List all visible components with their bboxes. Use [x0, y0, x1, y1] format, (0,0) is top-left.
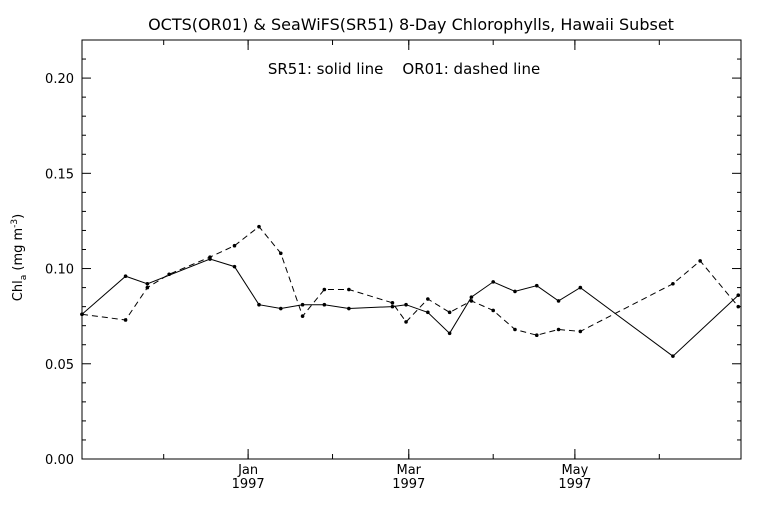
- x-tick-year-label: 1997: [232, 477, 265, 492]
- data-point-or01: [347, 287, 351, 292]
- data-point-sr51: [322, 302, 327, 307]
- x-tick-month-label: Jan: [237, 463, 258, 478]
- y-tick-label: 0.05: [45, 358, 74, 373]
- data-point-or01: [404, 320, 408, 324]
- data-point-or01: [232, 243, 237, 248]
- data-point-sr51: [232, 264, 237, 269]
- data-point-sr51: [556, 299, 561, 303]
- data-point-sr51: [426, 310, 430, 315]
- data-point-sr51: [513, 289, 517, 294]
- y-tick-label: 0.15: [45, 167, 74, 182]
- data-point-sr51: [257, 302, 261, 307]
- data-point-sr51: [534, 283, 539, 288]
- data-point-or01: [534, 333, 539, 338]
- data-point-or01: [322, 287, 327, 292]
- data-point-sr51: [300, 302, 305, 307]
- y-axis-ticks: 0.00 0.05 0.10 0.15 0.20: [45, 58, 741, 468]
- data-point-or01: [671, 281, 675, 286]
- data-point-sr51: [278, 306, 283, 311]
- data-point-or01: [469, 299, 474, 303]
- data-point-or01: [167, 272, 171, 277]
- data-point-sr51: [347, 306, 351, 311]
- chart-title: OCTS(OR01) & SeaWiFS(SR51) 8-Day Chlorop…: [148, 15, 674, 34]
- series-line-or01: [82, 225, 739, 336]
- data-point-sr51: [123, 274, 128, 278]
- data-point-or01: [578, 329, 583, 334]
- data-point-or01: [513, 327, 517, 332]
- y-axis-label: Chla (mg m-3): [10, 214, 29, 301]
- plot-frame: [81, 39, 742, 460]
- data-point-sr51: [671, 354, 675, 358]
- data-point-or01: [736, 304, 741, 309]
- series-style-note: SR51: solid line OR01: dashed line: [268, 60, 540, 78]
- y-tick-label: 0.00: [45, 453, 74, 468]
- data-point-or01: [80, 312, 84, 317]
- series-line-sr51: [82, 258, 739, 357]
- data-point-or01: [698, 259, 702, 263]
- y-tick-label: 0.10: [45, 263, 74, 278]
- data-point-or01: [390, 301, 395, 305]
- data-point-or01: [145, 285, 150, 290]
- data-point-or01: [426, 297, 430, 301]
- plot-border: [81, 39, 742, 460]
- data-point-sr51: [469, 295, 474, 299]
- data-point-or01: [257, 224, 261, 229]
- data-point-sr51: [145, 281, 150, 286]
- data-point-sr51: [447, 331, 452, 336]
- data-point-sr51: [491, 280, 495, 284]
- data-point-or01: [447, 310, 452, 315]
- x-tick-month-label: Mar: [397, 463, 422, 478]
- data-point-or01: [556, 327, 561, 332]
- data-point-or01: [278, 251, 283, 256]
- x-tick-year-label: 1997: [392, 477, 425, 492]
- y-tick-label: 0.20: [45, 72, 74, 87]
- data-point-or01: [300, 314, 305, 318]
- data-point-or01: [208, 255, 212, 259]
- data-point-or01: [491, 308, 495, 313]
- data-point-sr51: [390, 304, 395, 309]
- series-group: [80, 224, 741, 358]
- x-tick-month-label: May: [561, 463, 588, 478]
- data-point-or01: [123, 318, 128, 322]
- data-point-sr51: [578, 285, 583, 290]
- y-axis-title: Chla (mg m-3): [10, 214, 29, 301]
- x-tick-year-label: 1997: [558, 477, 591, 492]
- data-point-sr51: [736, 293, 741, 298]
- data-point-sr51: [404, 302, 408, 307]
